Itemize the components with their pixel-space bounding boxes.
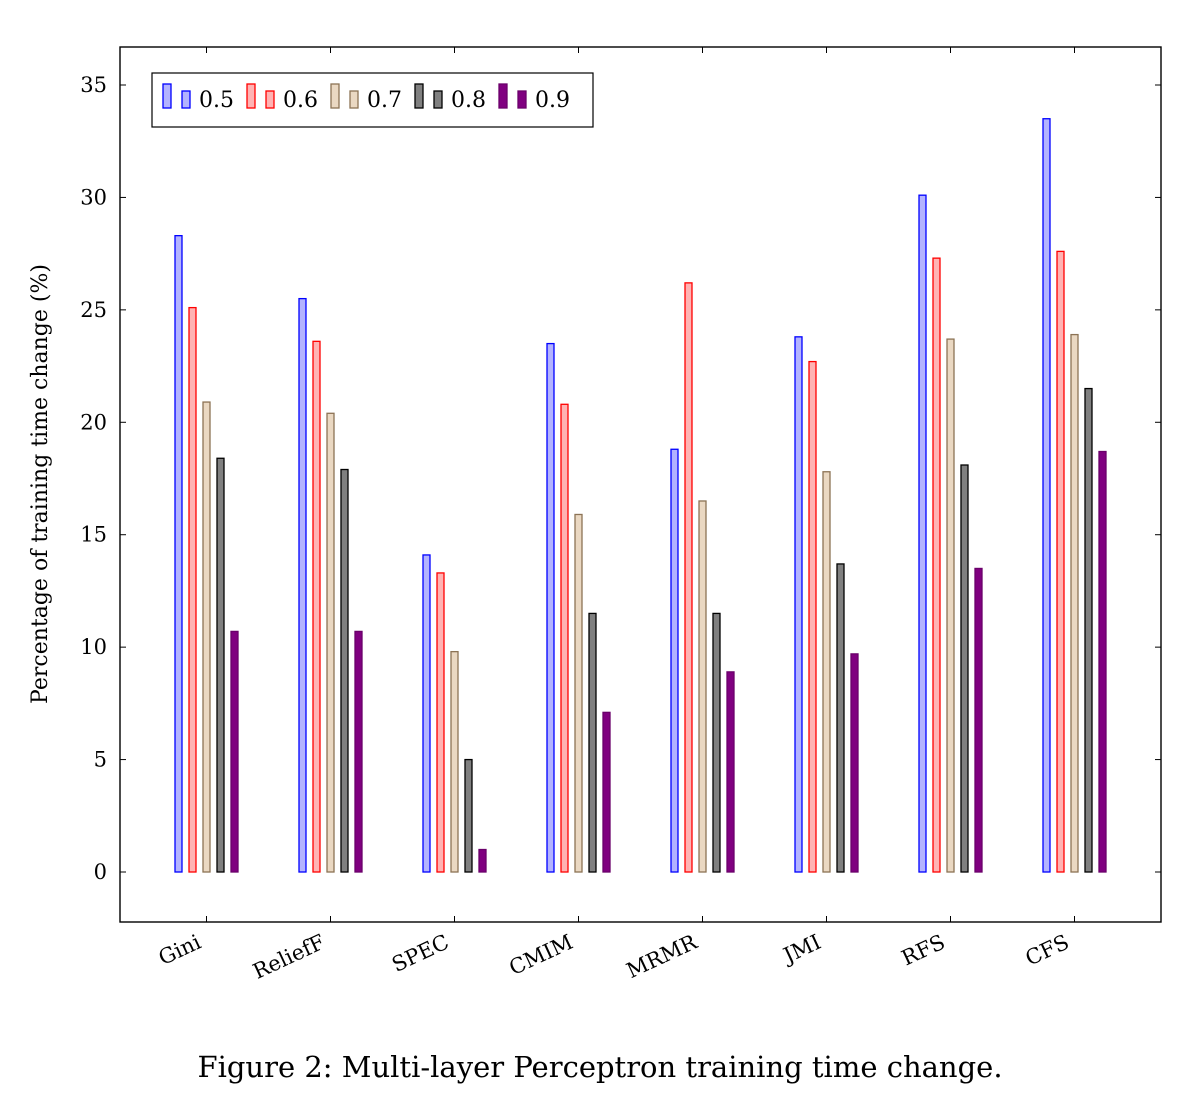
bar-mrmr-0-9 [726,671,735,873]
bar-gini-0-5 [174,235,183,873]
x-category-label: MRMR [623,929,702,983]
y-axis-label: Percentage of training time change (%) [28,264,53,704]
bar-gini-0-8 [216,457,225,873]
legend-swatch [349,90,359,109]
bar-mrmr-0-8 [712,612,721,873]
legend-label: 0.7 [367,88,402,113]
bar-gini-0-7 [202,401,211,873]
bar-relieff-0-8 [340,468,349,873]
y-tick-label: 35 [80,73,107,97]
bar-cfs-0-6 [1056,250,1065,873]
bar-rfs-0-8 [960,464,969,873]
bar-cmim-0-6 [560,403,569,873]
bar-cmim-0-9 [602,711,611,873]
bar-jmi-0-8 [836,563,845,873]
x-category-label: CMIM [505,930,576,980]
legend-label: 0.6 [283,88,318,113]
bar-rfs-0-6 [932,257,941,873]
bar-rfs-0-9 [974,567,983,873]
legend-swatch-large [414,83,424,109]
legend-swatch-large [330,83,340,109]
plot-area-frame [119,46,1162,923]
bar-cmim-0-7 [574,513,583,873]
y-tick-label: 10 [80,635,107,659]
bar-mrmr-0-5 [670,448,679,873]
bars-layer [174,118,1107,873]
bar-jmi-0-6 [808,360,817,873]
x-category-label: JMI [778,930,825,969]
bar-spec-0-8 [464,758,473,873]
bar-mrmr-0-6 [684,282,693,873]
bar-jmi-0-9 [850,653,859,873]
x-category-label: ReliefF [249,930,328,984]
y-tick-label: 25 [80,298,107,322]
y-tick-label: 5 [94,748,107,772]
bar-relieff-0-6 [312,340,321,873]
bar-cfs-0-5 [1042,118,1051,873]
bar-jmi-0-7 [822,471,831,873]
bar-cfs-0-7 [1070,333,1079,873]
legend: 0.5 0.6 0.7 0.8 0.9 [151,72,594,128]
bar-spec-0-6 [436,572,445,873]
bar-relieff-0-9 [354,630,363,873]
bar-relieff-0-5 [298,297,307,873]
bar-mrmr-0-7 [698,500,707,873]
bar-rfs-0-7 [946,338,955,873]
y-tick-label: 20 [80,410,107,434]
bar-cmim-0-8 [588,612,597,873]
legend-swatch [517,90,527,109]
x-category-label: RFS [898,930,949,971]
legend-label: 0.5 [199,88,234,113]
bar-spec-0-5 [422,554,431,873]
y-tick-label: 15 [80,523,107,547]
legend-swatch-large [246,83,256,109]
legend-label: 0.8 [451,88,486,113]
legend-swatch [433,90,443,109]
figure-caption: Figure 2: Multi-layer Perceptron trainin… [197,1050,1003,1084]
legend-swatch [181,90,191,109]
legend-swatch-large [162,83,172,109]
legend-label: 0.9 [535,88,570,113]
bar-cfs-0-8 [1084,387,1093,873]
bar-spec-0-9 [478,848,487,873]
y-axis: 0 5 10 15 20 25 30 35 [80,73,1161,884]
legend-swatch [265,90,275,109]
y-tick-label: 30 [80,185,107,209]
y-tick-label: 0 [94,860,107,884]
legend-swatch-large [498,83,508,109]
bar-gini-0-9 [230,630,239,873]
bar-gini-0-6 [188,306,197,873]
x-category-label: Gini [155,930,205,970]
x-category-label: CFS [1022,930,1073,971]
bar-spec-0-7 [450,650,459,873]
bar-cfs-0-9 [1098,450,1107,873]
bar-relieff-0-7 [326,412,335,873]
bar-rfs-0-5 [918,194,927,873]
bar-jmi-0-5 [794,336,803,873]
x-category-label: SPEC [388,930,452,977]
bar-cmim-0-5 [546,342,555,873]
